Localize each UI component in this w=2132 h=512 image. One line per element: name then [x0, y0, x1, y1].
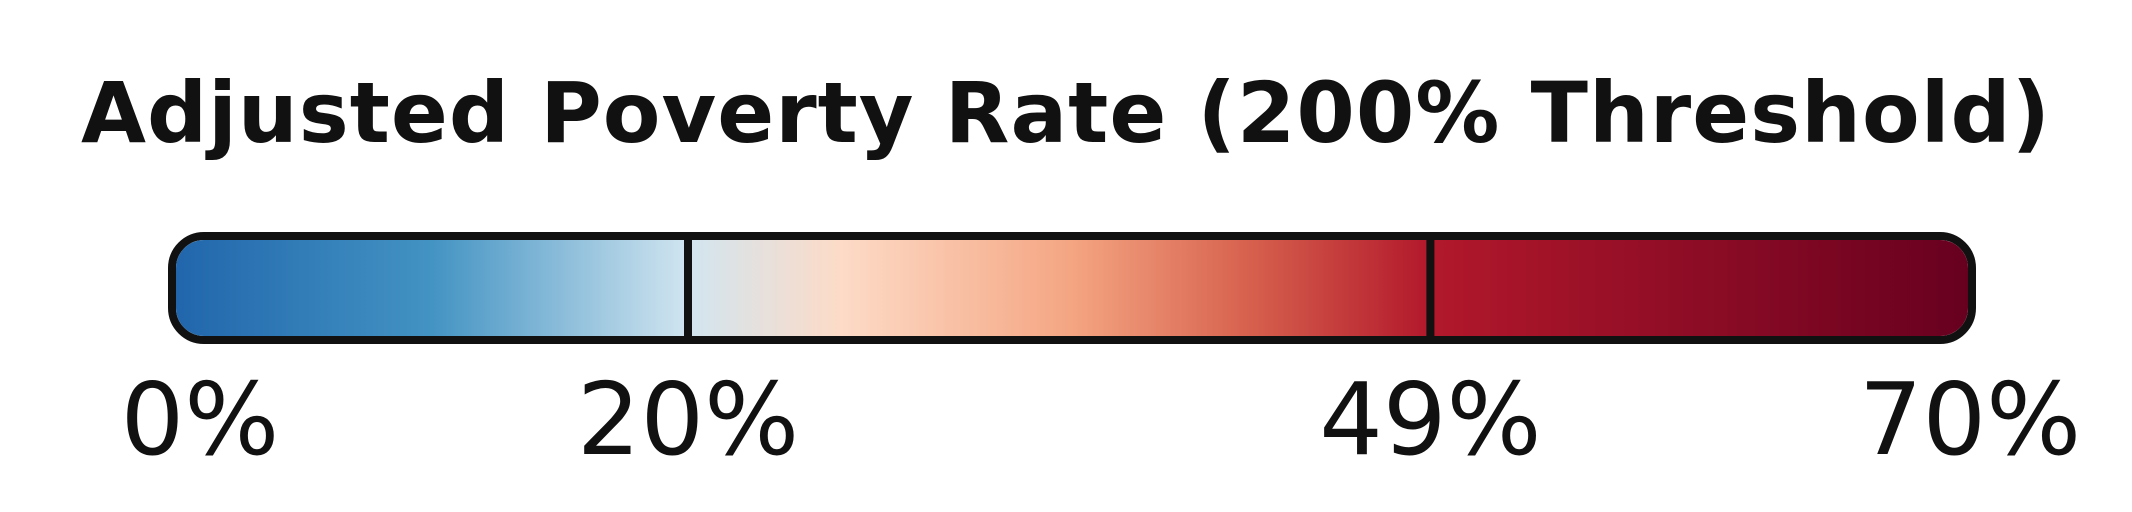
color-bar: [168, 232, 1976, 344]
color-bar-gradient-fill: [176, 240, 1968, 336]
tick-label-70: 70%: [1858, 361, 2082, 478]
tick-label-0: 0%: [120, 361, 280, 478]
color-bar-graphic: [176, 240, 1968, 336]
tick-label-49: 49%: [1319, 361, 1542, 478]
color-bar-break-49: [1426, 240, 1435, 336]
color-bar-break-20: [684, 240, 692, 336]
tick-label-20: 20%: [576, 361, 800, 478]
legend-title: Adjusted Poverty Rate (200% Threshold): [81, 64, 2051, 162]
